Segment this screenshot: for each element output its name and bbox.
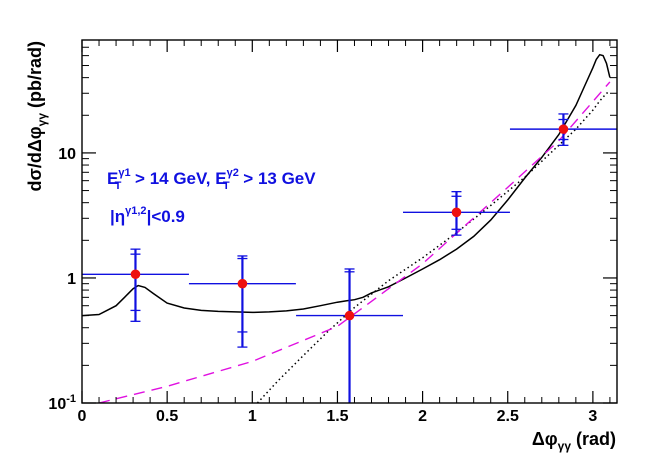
annotation-cut2: > 13 GeV [239, 169, 317, 188]
x-tick-label: 0.5 [156, 408, 178, 425]
annotation-energy-cuts: Eγ1 T > 14 GeV, Eγ2 T > 13 GeV [107, 167, 316, 192]
annotation-eta-sup: γ1,2 [125, 205, 146, 217]
y-axis-title-sub: γγ [35, 113, 49, 127]
y-axis-title-unit: (pb/rad) [25, 41, 45, 113]
annotation-eta-post: |<0.9 [147, 207, 185, 226]
dotted-curve [256, 90, 611, 403]
annotation-e2-sub: T [223, 180, 230, 192]
solid-curve [82, 53, 611, 317]
annotation-e1: E [107, 169, 118, 188]
plot-frame [81, 39, 618, 404]
annotation-e2: E [215, 169, 226, 188]
data-point-3 [296, 268, 404, 403]
y-tick-label: 1 [67, 271, 76, 288]
annotation-e2-sup: γ2 [227, 167, 239, 179]
data-point-2 [188, 255, 296, 348]
x-axis-title-sub: γγ [558, 439, 572, 453]
x-axis-title-main: Δφ [532, 429, 558, 449]
y-axis-title-main: dσ/dΔφ [25, 126, 45, 191]
x-tick-label: 0 [78, 408, 87, 425]
y-tick-exponent: -1 [66, 393, 76, 405]
x-axis-title: Δφγγ (rad) [532, 429, 616, 453]
annotation-e1-sub: T [115, 180, 122, 192]
x-tick-label: 1 [248, 408, 257, 425]
y-tick-label: 10 [58, 146, 76, 163]
data-marker [130, 269, 141, 280]
data-points [82, 113, 617, 403]
annotation-eta-cut: |ηγ1,2|<0.9 [110, 205, 185, 226]
annotation-eta: |η [110, 207, 125, 226]
dashed-curve [98, 81, 611, 403]
annotation-e1-sup: γ1 [118, 167, 130, 179]
x-axis-title-unit: (rad) [571, 429, 616, 449]
data-point-1 [82, 248, 189, 322]
x-tick-label: 2.5 [497, 408, 519, 425]
data-marker [558, 124, 569, 134]
y-axis-title: dσ/dΔφγγ (pb/rad) [25, 41, 49, 191]
annotation-cut1: > 14 GeV, [130, 169, 215, 188]
x-tick-label: 1.5 [326, 408, 348, 425]
data-point-5 [509, 113, 617, 146]
data-marker [237, 278, 248, 289]
data-marker [344, 310, 355, 321]
x-axis: 0 0.5 1 1.5 2 2.5 3 [78, 40, 611, 425]
data-point-4 [403, 191, 510, 236]
curves [82, 53, 611, 403]
data-marker [451, 207, 462, 218]
y-tick-base: 10 [48, 396, 66, 413]
y-tick-label: 10-1 [48, 393, 76, 413]
x-tick-label: 3 [588, 408, 597, 425]
x-tick-label: 2 [418, 408, 427, 425]
